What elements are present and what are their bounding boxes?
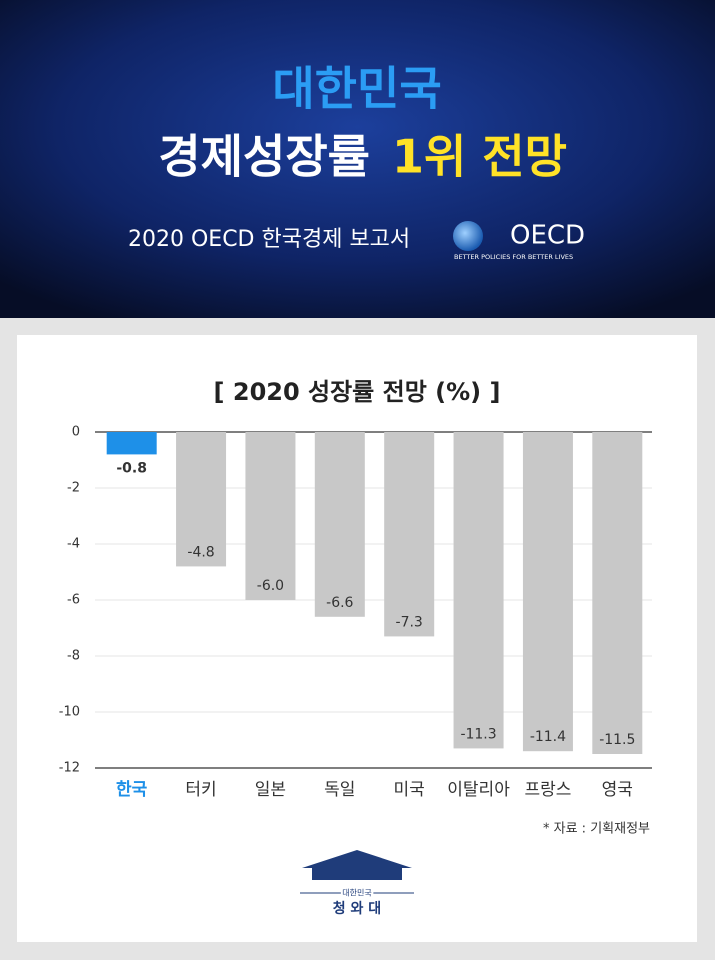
- value-label: -7.3: [396, 614, 423, 630]
- x-tick-label: 한국: [116, 780, 148, 800]
- logo-name: 청 와 대: [333, 900, 381, 917]
- value-label: -6.6: [326, 595, 353, 611]
- value-label: -6.0: [257, 578, 284, 594]
- building: [312, 868, 402, 880]
- y-tick-label: -4: [67, 537, 80, 552]
- oecd-logo: OECD: [510, 221, 585, 251]
- x-tick-label: 독일: [324, 780, 355, 800]
- banner: [0, 0, 715, 318]
- y-tick-label: -10: [59, 705, 80, 720]
- x-tick-label: 이탈리아: [447, 780, 510, 800]
- value-label: -0.8: [116, 460, 147, 476]
- bar: [245, 432, 296, 600]
- bar: [314, 432, 365, 617]
- y-tick-label: 0: [72, 425, 80, 440]
- x-tick-label: 프랑스: [524, 780, 571, 800]
- plot: 0 -2 -4 -6 -8 -10 -12 한국 -0.8 터키 -4.8 일본 -6.0 독일 -6.6 미…: [59, 425, 652, 800]
- x-tick-label: 미국: [394, 780, 425, 800]
- y-tick-label: -2: [67, 481, 80, 496]
- value-label: -11.3: [460, 726, 496, 742]
- value-label: -11.4: [530, 729, 566, 745]
- bar: [176, 432, 227, 567]
- value-label: -4.8: [187, 544, 214, 560]
- bar: [453, 432, 504, 749]
- title-line2b: 1위 전망: [392, 130, 567, 184]
- value-label: -11.5: [599, 732, 635, 748]
- footer-logo: 대한민국 청 와 대: [300, 850, 414, 917]
- y-tick-label: -12: [59, 761, 80, 776]
- y-tick-label: -6: [67, 593, 80, 608]
- oecd-globe: [453, 221, 483, 251]
- roof: [302, 850, 412, 868]
- logo-small: 대한민국: [342, 888, 371, 898]
- title-line1: 대한민국: [272, 62, 441, 116]
- bar: [522, 432, 573, 752]
- y-tick-label: -8: [67, 649, 80, 664]
- x-tick-label: 일본: [255, 780, 286, 800]
- source: * 자료 : 기획재정부: [543, 822, 650, 837]
- chart-title: [ 2020 성장률 전망 (%) ]: [214, 378, 501, 406]
- oecd-tagline: BETTER POLICIES FOR BETTER LIVES: [454, 253, 573, 261]
- bar: [592, 432, 643, 754]
- bar: [384, 432, 435, 637]
- subtitle: 2020 OECD 한국경제 보고서: [128, 227, 410, 252]
- x-tick-label: 터키: [185, 780, 216, 800]
- bar: [106, 432, 157, 455]
- x-tick-label: 영국: [602, 780, 633, 800]
- title-line2a: 경제성장률: [158, 130, 370, 184]
